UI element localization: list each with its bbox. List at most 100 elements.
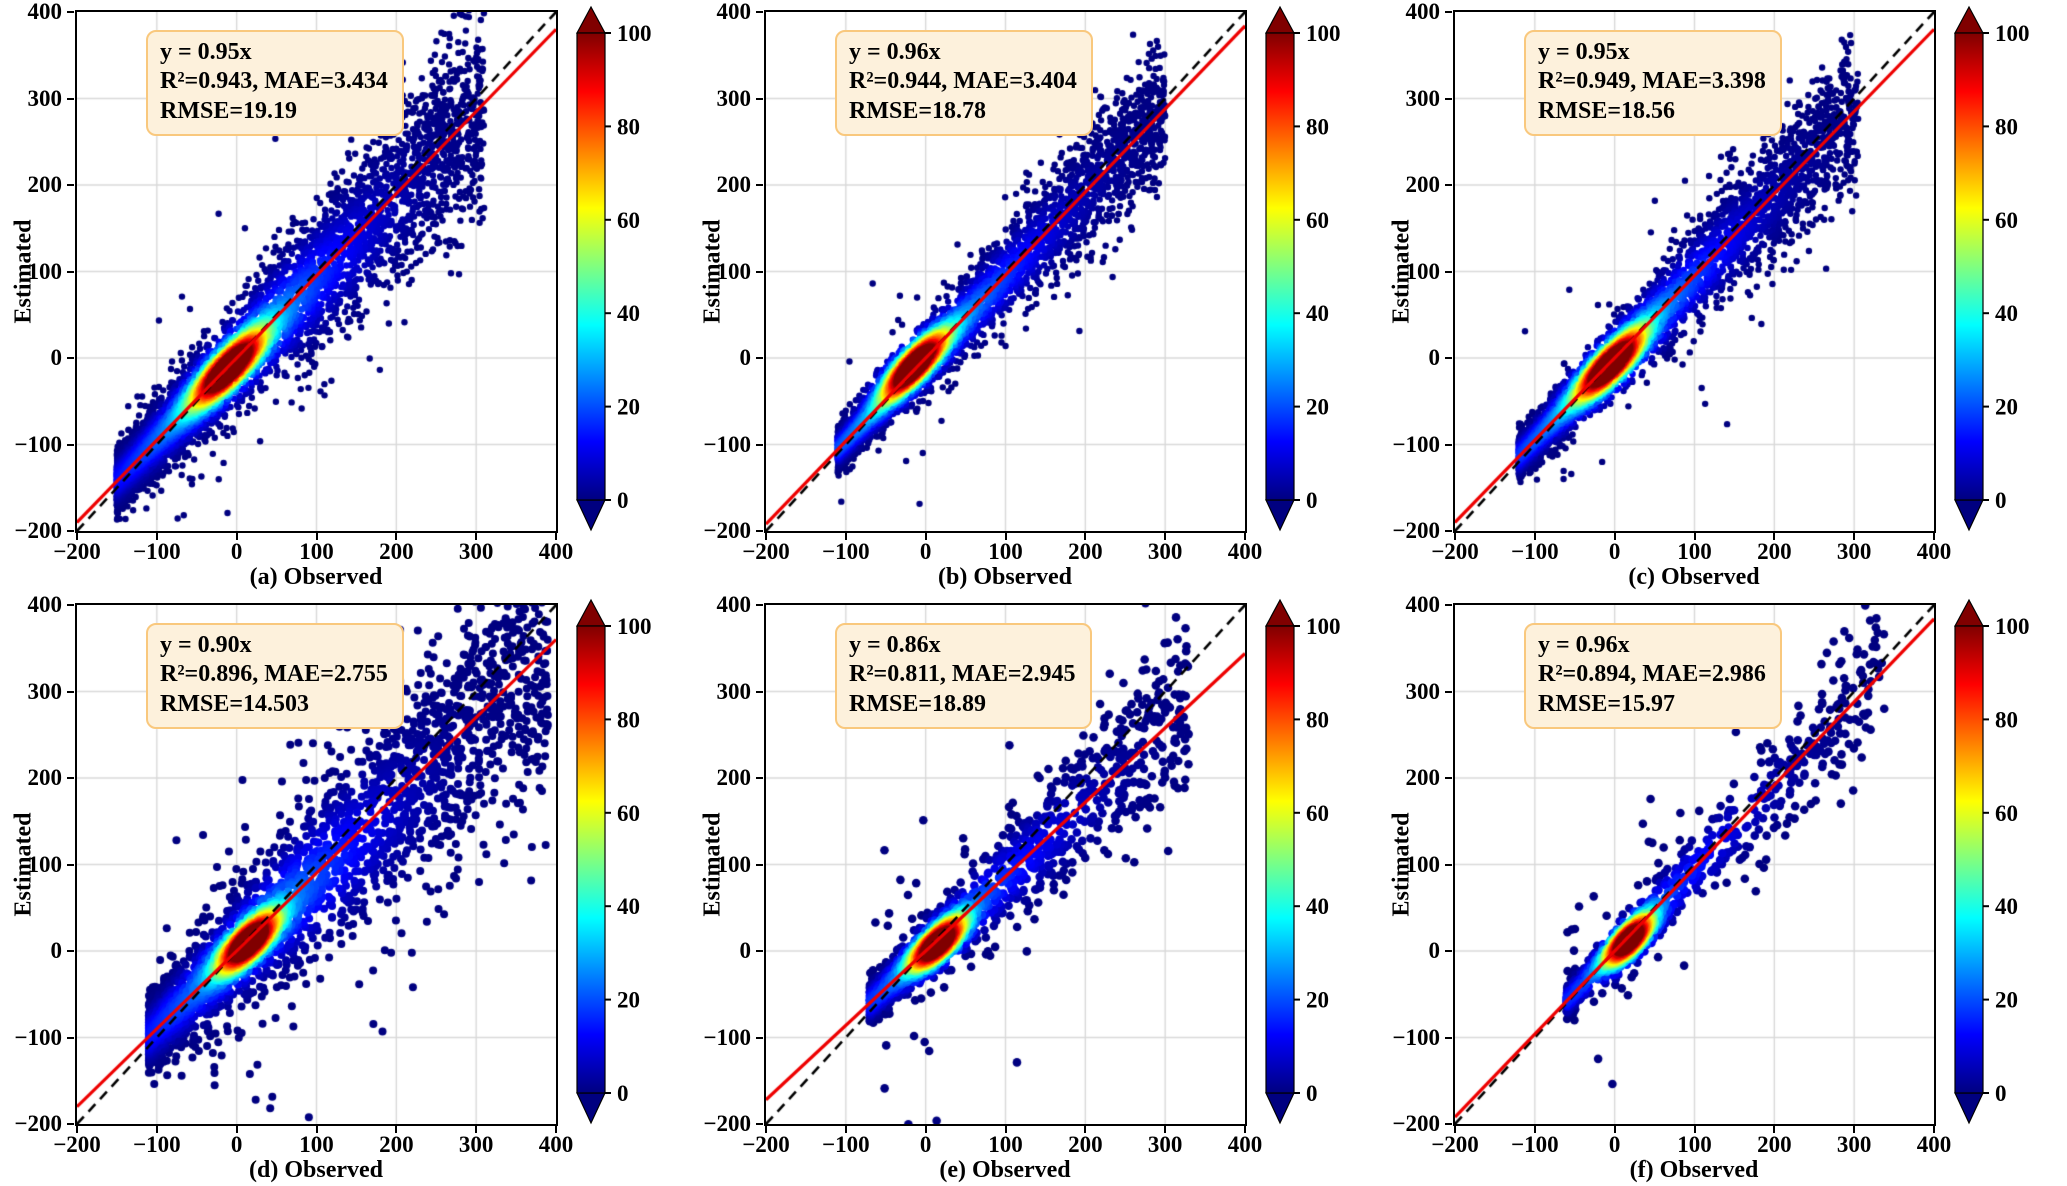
colorbar-tick-label: 20 — [1995, 395, 2018, 420]
y-tick-mark — [67, 357, 74, 359]
x-tick-label: 100 — [988, 1132, 1023, 1157]
y-tick-mark — [756, 690, 763, 693]
y-tick-label: 100 — [27, 258, 63, 284]
x-tick-label: 0 — [1608, 1132, 1621, 1157]
y-tick-mark — [1445, 357, 1452, 359]
y-tick-mark — [67, 443, 74, 446]
x-tick-label: 100 — [1677, 1132, 1712, 1157]
y-tick-mark — [67, 530, 74, 532]
fit-equation: y = 0.96x — [849, 39, 941, 65]
y-tick-label: 200 — [1405, 765, 1441, 790]
x-tick-label: 300 — [1836, 539, 1872, 564]
y-tick-mark — [67, 184, 74, 186]
colorbar-tick-label: 100 — [617, 614, 652, 639]
x-tick-label: −100 — [1511, 1132, 1559, 1157]
y-tick-label: 100 — [1405, 851, 1441, 877]
y-tick-mark — [1445, 97, 1452, 100]
y-tick-mark — [1445, 863, 1452, 866]
y-tick-label: 0 — [1428, 345, 1441, 370]
fit-equation: y = 0.90x — [160, 632, 252, 658]
rmse-line: RMSE=18.89 — [849, 690, 987, 717]
y-tick-label: −100 — [703, 431, 751, 457]
x-tick-mark — [924, 1126, 927, 1133]
colorbar-tick-label: 60 — [617, 208, 640, 233]
y-tick-label: −100 — [14, 1024, 62, 1050]
x-tick-mark — [555, 533, 557, 540]
colorbar-tick-label: 0 — [1995, 488, 2007, 513]
x-tick-mark — [1004, 1126, 1007, 1133]
y-tick-mark — [1445, 270, 1452, 273]
y-tick-label: 0 — [739, 938, 752, 963]
x-tick-mark — [155, 1126, 158, 1133]
colorbar-tick-label: 100 — [1306, 21, 1341, 46]
fit-equation: y = 0.86x — [849, 632, 941, 658]
y-tick-label: 0 — [739, 345, 752, 370]
y-tick-mark — [756, 1123, 763, 1125]
y-tick-mark — [1445, 777, 1452, 779]
y-tick-label: 400 — [716, 592, 752, 617]
x-tick-label: −200 — [742, 539, 790, 564]
colorbar-tick-label: 20 — [1995, 988, 2018, 1013]
colorbar-top-arrow — [1264, 598, 1296, 627]
x-tick-label: 100 — [988, 539, 1023, 564]
colorbar-tick-label: 40 — [1306, 301, 1329, 326]
y-tick-label: −200 — [703, 518, 751, 543]
y-tick-mark — [1445, 604, 1452, 606]
r2-mae-line: R²=0.811, MAE=2.945 — [849, 661, 1076, 688]
y-tick-label: 300 — [27, 85, 63, 111]
y-tick-mark — [1445, 11, 1452, 13]
colorbar-tick-label: 0 — [1306, 488, 1318, 513]
x-tick-mark — [1933, 1126, 1935, 1133]
x-tick-label: 400 — [1916, 539, 1952, 564]
y-tick-mark — [67, 777, 74, 779]
x-tick-label: −200 — [53, 539, 101, 564]
colorbar-tick-label: 80 — [617, 707, 640, 732]
panel-f: Estimated y = 0.96x R²=0.894, MAE=2.986 … — [1378, 592, 2067, 1186]
density-colorbar-c: 0 20 40 60 80 100 — [1953, 5, 2030, 532]
density-colorbar-e: 0 20 40 60 80 100 — [1264, 598, 1341, 1125]
y-tick-mark — [1445, 443, 1452, 446]
colorbar-top-arrow — [1264, 5, 1296, 34]
y-tick-label: 0 — [1428, 938, 1441, 963]
y-tick-mark — [756, 97, 763, 100]
fit-equation: y = 0.95x — [1538, 39, 1630, 65]
colorbar-bottom-arrow — [1265, 1092, 1295, 1125]
x-tick-mark — [1773, 533, 1776, 540]
x-tick-label: −200 — [1431, 539, 1479, 564]
x-tick-mark — [1164, 533, 1167, 540]
colorbar-top-arrow — [575, 598, 607, 627]
y-tick-label: −200 — [14, 518, 62, 543]
y-tick-mark — [67, 11, 74, 13]
y-tick-label: 400 — [27, 592, 63, 617]
x-tick-label: 0 — [919, 539, 932, 564]
x-tick-mark — [1613, 533, 1616, 540]
y-tick-label: 400 — [1405, 592, 1441, 617]
y-tick-label: 300 — [27, 678, 63, 704]
rmse-line: RMSE=14.503 — [160, 690, 310, 717]
x-axis-label-a: (a) Observed — [249, 564, 383, 590]
y-tick-mark — [67, 1036, 74, 1039]
x-tick-label: 0 — [230, 539, 243, 564]
x-tick-label: −200 — [1431, 1132, 1479, 1157]
colorbar-gradient-bar — [1954, 32, 1984, 501]
x-tick-label: 100 — [299, 539, 334, 564]
colorbar-tick-label: 80 — [1306, 707, 1329, 732]
x-tick-label: 100 — [299, 1132, 334, 1157]
x-tick-mark — [844, 533, 847, 540]
rmse-line: RMSE=19.19 — [160, 97, 298, 124]
y-tick-mark — [756, 184, 763, 186]
y-tick-mark — [67, 690, 74, 693]
colorbar-tick-label: 80 — [617, 114, 640, 139]
y-tick-label: −100 — [1392, 1024, 1440, 1050]
y-tick-label: 400 — [1405, 0, 1441, 24]
colorbar-tick-label: 20 — [617, 395, 640, 420]
x-tick-mark — [844, 1126, 847, 1133]
x-tick-mark — [1454, 533, 1456, 540]
stats-annotation-f: y = 0.96x R²=0.894, MAE=2.986 RMSE=15.97 — [1524, 623, 1782, 729]
colorbar-tick-label: 40 — [617, 894, 640, 919]
y-tick-mark — [756, 1036, 763, 1039]
y-tick-mark — [756, 604, 763, 606]
x-axis-label-f: (f) Observed — [1629, 1157, 1759, 1183]
colorbar-tick-label: 40 — [1306, 894, 1329, 919]
rmse-line: RMSE=15.97 — [1538, 690, 1676, 717]
